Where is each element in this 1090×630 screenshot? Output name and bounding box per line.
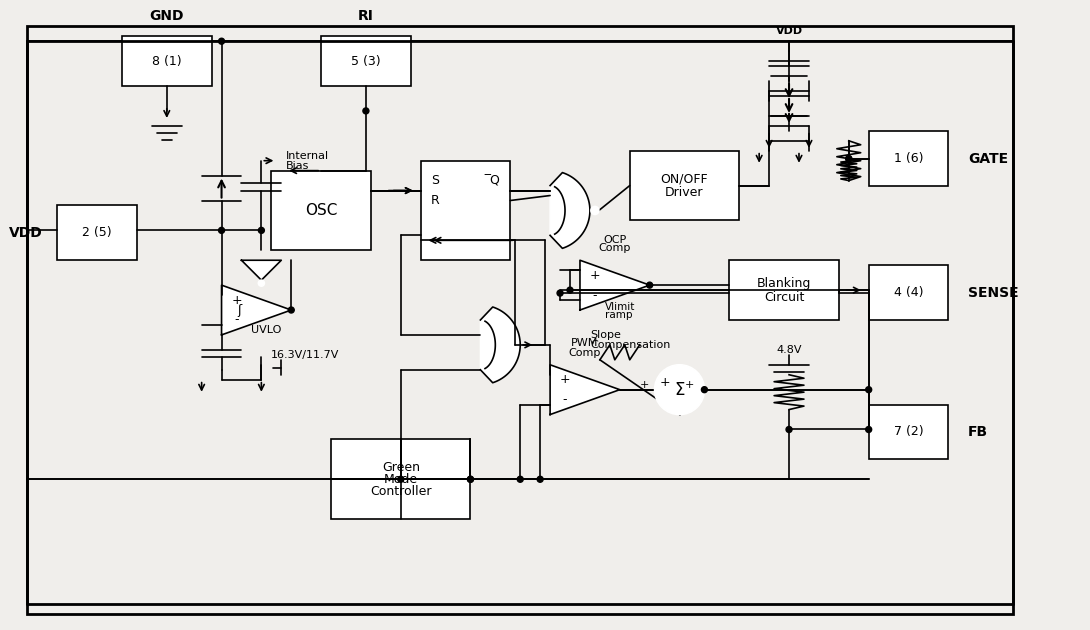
Text: Comp: Comp <box>598 243 631 253</box>
Text: Green: Green <box>382 461 420 474</box>
Text: 4.8V: 4.8V <box>776 345 802 355</box>
Circle shape <box>468 476 473 482</box>
Text: -: - <box>593 289 597 302</box>
FancyBboxPatch shape <box>869 404 948 459</box>
Circle shape <box>398 476 403 482</box>
Polygon shape <box>242 260 281 280</box>
Text: Compensation: Compensation <box>590 340 670 350</box>
Text: Mode: Mode <box>384 472 417 486</box>
Text: Controller: Controller <box>370 484 432 498</box>
Text: 5 (3): 5 (3) <box>351 55 380 67</box>
Text: OSC: OSC <box>305 203 337 218</box>
Text: 2 (5): 2 (5) <box>82 226 112 239</box>
Circle shape <box>219 38 225 44</box>
Text: 4 (4): 4 (4) <box>894 286 923 299</box>
Text: Slope: Slope <box>590 330 621 340</box>
Polygon shape <box>550 365 620 415</box>
Circle shape <box>865 387 872 392</box>
Text: Blanking: Blanking <box>756 277 811 290</box>
Text: R: R <box>432 194 440 207</box>
Circle shape <box>363 108 368 114</box>
FancyBboxPatch shape <box>630 151 739 220</box>
Text: ̅Q: ̅Q <box>490 174 500 187</box>
Text: +: + <box>559 373 570 386</box>
Text: -: - <box>562 393 567 406</box>
Circle shape <box>537 476 543 482</box>
Text: VDD: VDD <box>775 26 802 37</box>
Text: SENSE: SENSE <box>968 286 1019 300</box>
Text: Comp: Comp <box>569 348 601 358</box>
Polygon shape <box>580 260 650 310</box>
Polygon shape <box>221 285 291 335</box>
Polygon shape <box>481 307 520 383</box>
Text: GND: GND <box>149 9 184 23</box>
Text: +: + <box>640 380 650 390</box>
Text: VDD: VDD <box>9 226 43 241</box>
Text: Circuit: Circuit <box>764 290 804 304</box>
Text: Σ: Σ <box>675 381 685 399</box>
Circle shape <box>258 227 265 233</box>
Circle shape <box>786 427 792 432</box>
Circle shape <box>591 207 598 214</box>
Circle shape <box>865 427 872 432</box>
Text: ʃ: ʃ <box>238 304 242 316</box>
Text: +: + <box>659 376 670 389</box>
Circle shape <box>655 365 704 415</box>
Circle shape <box>468 476 473 482</box>
Text: 7 (2): 7 (2) <box>894 425 923 438</box>
Text: ramp: ramp <box>605 310 632 320</box>
Text: OCP: OCP <box>603 236 627 245</box>
FancyBboxPatch shape <box>271 171 371 250</box>
Circle shape <box>702 387 707 392</box>
Circle shape <box>557 290 564 296</box>
Text: ON/OFF: ON/OFF <box>661 172 708 185</box>
Text: +: + <box>231 294 242 307</box>
Text: GATE: GATE <box>968 152 1008 166</box>
FancyBboxPatch shape <box>322 37 411 86</box>
Polygon shape <box>550 173 590 248</box>
FancyBboxPatch shape <box>421 161 510 260</box>
Circle shape <box>219 227 225 233</box>
Text: UVLO: UVLO <box>251 325 281 335</box>
Text: 16.3V/11.7V: 16.3V/11.7V <box>271 350 340 360</box>
Text: 1 (6): 1 (6) <box>894 152 923 164</box>
Circle shape <box>846 156 851 162</box>
Text: +: + <box>590 268 601 282</box>
Text: S: S <box>432 174 439 187</box>
FancyBboxPatch shape <box>869 265 948 320</box>
Text: RI: RI <box>358 9 374 23</box>
Text: Driver: Driver <box>665 186 704 199</box>
FancyBboxPatch shape <box>58 205 137 260</box>
Text: FB: FB <box>968 425 989 440</box>
Circle shape <box>646 282 653 288</box>
FancyBboxPatch shape <box>122 37 211 86</box>
Text: Vlimit: Vlimit <box>605 302 635 312</box>
Text: 8 (1): 8 (1) <box>152 55 182 67</box>
FancyBboxPatch shape <box>331 440 471 519</box>
Circle shape <box>258 280 265 286</box>
Text: PWM: PWM <box>571 338 598 348</box>
Text: Bias: Bias <box>287 161 310 171</box>
Text: +: + <box>685 380 694 390</box>
Text: Internal: Internal <box>287 151 329 161</box>
Circle shape <box>567 287 573 293</box>
Circle shape <box>846 156 851 162</box>
Text: -: - <box>234 314 239 326</box>
FancyBboxPatch shape <box>869 131 948 186</box>
Circle shape <box>518 476 523 482</box>
FancyBboxPatch shape <box>729 260 839 320</box>
Circle shape <box>288 307 294 313</box>
